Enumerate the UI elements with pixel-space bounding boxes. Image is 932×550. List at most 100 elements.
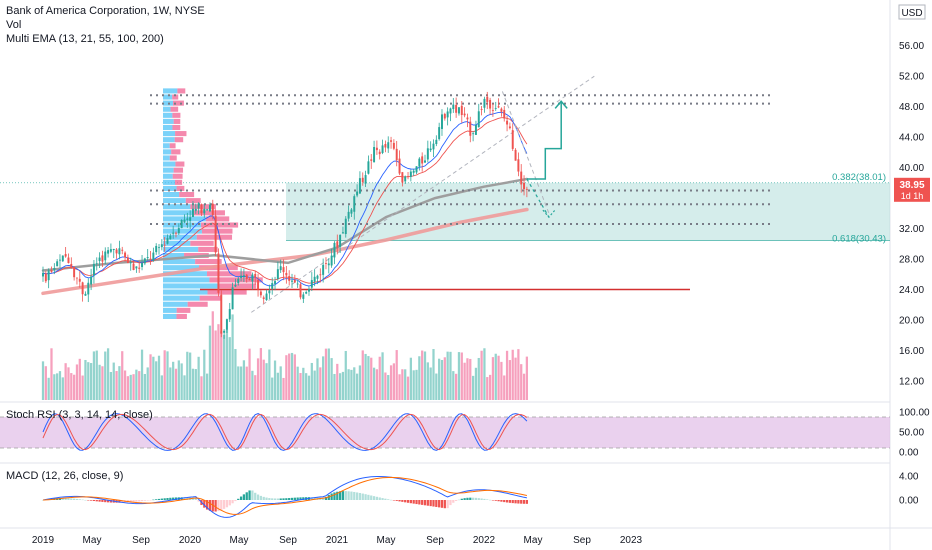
- volume-bar: [466, 358, 469, 400]
- candle-body: [375, 147, 378, 151]
- vp-up-bar: [163, 185, 177, 191]
- macd-histogram-bar: [228, 500, 231, 506]
- candle-body: [426, 148, 429, 160]
- volume-bar: [426, 362, 429, 400]
- ema13-line: [42, 111, 528, 287]
- candle-body: [282, 267, 285, 273]
- macd-histogram-bar: [440, 500, 444, 508]
- candle-body: [194, 208, 197, 211]
- volume-bar: [174, 368, 178, 400]
- volume-bar: [149, 354, 152, 400]
- volume-bar: [324, 348, 328, 400]
- vp-down-bar: [171, 149, 181, 155]
- vp-down-bar: [170, 106, 179, 112]
- time-tick-label: 2022: [473, 535, 496, 546]
- currency-badge[interactable]: [898, 4, 926, 20]
- candles[interactable]: [42, 91, 528, 339]
- volume-bar: [220, 331, 223, 400]
- vp-up-bar: [163, 210, 194, 216]
- candle-body: [56, 261, 59, 267]
- price-tick-label: 48.00: [899, 102, 924, 113]
- macd-histogram-bar: [268, 498, 271, 500]
- candle-body: [514, 149, 517, 161]
- candle-body: [152, 252, 155, 261]
- macd-histogram-bar: [494, 500, 497, 501]
- macd-histogram-bar: [338, 491, 342, 500]
- volume-bar: [350, 369, 353, 400]
- macd-histogram-bar: [466, 497, 469, 500]
- chart-title: Bank of America Corporation, 1W, NYSE: [6, 5, 205, 17]
- macd-histogram-bar: [449, 500, 452, 506]
- macd-line: [42, 476, 528, 518]
- volume-bar: [106, 348, 110, 400]
- macd-histogram-bar: [208, 500, 212, 511]
- volume-bar: [381, 352, 384, 400]
- volume-bar: [53, 374, 56, 400]
- candle-body: [299, 284, 302, 298]
- macd-histogram-bar: [480, 498, 483, 500]
- vp-up-bar: [163, 228, 202, 234]
- vp-up-bar: [163, 252, 185, 259]
- candle-body: [435, 139, 438, 145]
- candle-body: [203, 208, 206, 214]
- macd-histogram-bar: [429, 500, 432, 507]
- macd-histogram-bar: [225, 500, 229, 508]
- candle-body: [390, 140, 393, 142]
- volume-bar: [109, 371, 113, 400]
- macd-histogram-bar: [146, 500, 149, 501]
- vp-down-bar: [206, 271, 252, 277]
- macd-histogram-bar: [423, 500, 427, 506]
- macd-histogram-bar: [234, 500, 237, 502]
- candle-body: [497, 106, 500, 108]
- macd-histogram-bar: [214, 500, 217, 512]
- candle-body: [373, 147, 376, 163]
- candle-body: [75, 277, 78, 279]
- vp-down-bar: [169, 143, 176, 149]
- volume-bar: [208, 325, 212, 400]
- vp-down-bar: [172, 94, 179, 100]
- macd-histogram-bar: [302, 497, 305, 500]
- volume-bar: [231, 314, 234, 400]
- volume-bar: [112, 362, 115, 400]
- macd-histogram-bar: [220, 500, 223, 511]
- volume-bar: [503, 375, 506, 400]
- price-tick-label: 32.00: [899, 224, 924, 235]
- candle-body: [124, 252, 127, 258]
- volume-bar: [101, 366, 104, 400]
- candle-body: [480, 109, 483, 110]
- time-tick-label: 2019: [32, 535, 55, 546]
- volume-bar: [242, 360, 246, 400]
- volume-bar: [455, 373, 458, 400]
- macd-histogram-bar: [92, 500, 96, 502]
- volume-bar: [299, 373, 302, 400]
- volume-bar: [370, 357, 373, 400]
- macd-signal-line: [42, 476, 528, 515]
- vp-down-bar: [172, 100, 184, 106]
- candle-body: [308, 289, 310, 292]
- candle-body: [138, 267, 141, 269]
- vp-up-bar: [163, 124, 173, 131]
- volume-bar: [500, 361, 503, 400]
- macd-histogram-bar: [491, 500, 495, 501]
- price-tick-label: 12.00: [899, 376, 924, 387]
- candle-body: [92, 263, 95, 276]
- vp-up-bar: [163, 307, 177, 313]
- time-tick-label: May: [524, 535, 543, 546]
- macd-histogram-bar: [73, 498, 76, 500]
- candle-body: [234, 285, 237, 287]
- candle-body: [469, 121, 472, 136]
- macd-histogram-bar: [81, 499, 84, 501]
- volume-bar: [296, 366, 299, 400]
- volume-bar: [358, 365, 362, 400]
- vp-down-bar: [201, 222, 239, 228]
- vp-down-bar: [174, 137, 184, 143]
- time-tick-label: 2021: [326, 535, 349, 546]
- candle-body: [197, 203, 200, 209]
- currency-label: USD: [901, 8, 922, 19]
- volume-bar: [121, 351, 124, 400]
- volume-bar: [522, 373, 526, 400]
- candle-body: [291, 280, 293, 282]
- macd-histogram-bar: [293, 497, 296, 500]
- volume-bar: [183, 375, 186, 400]
- volume-bar: [251, 370, 254, 400]
